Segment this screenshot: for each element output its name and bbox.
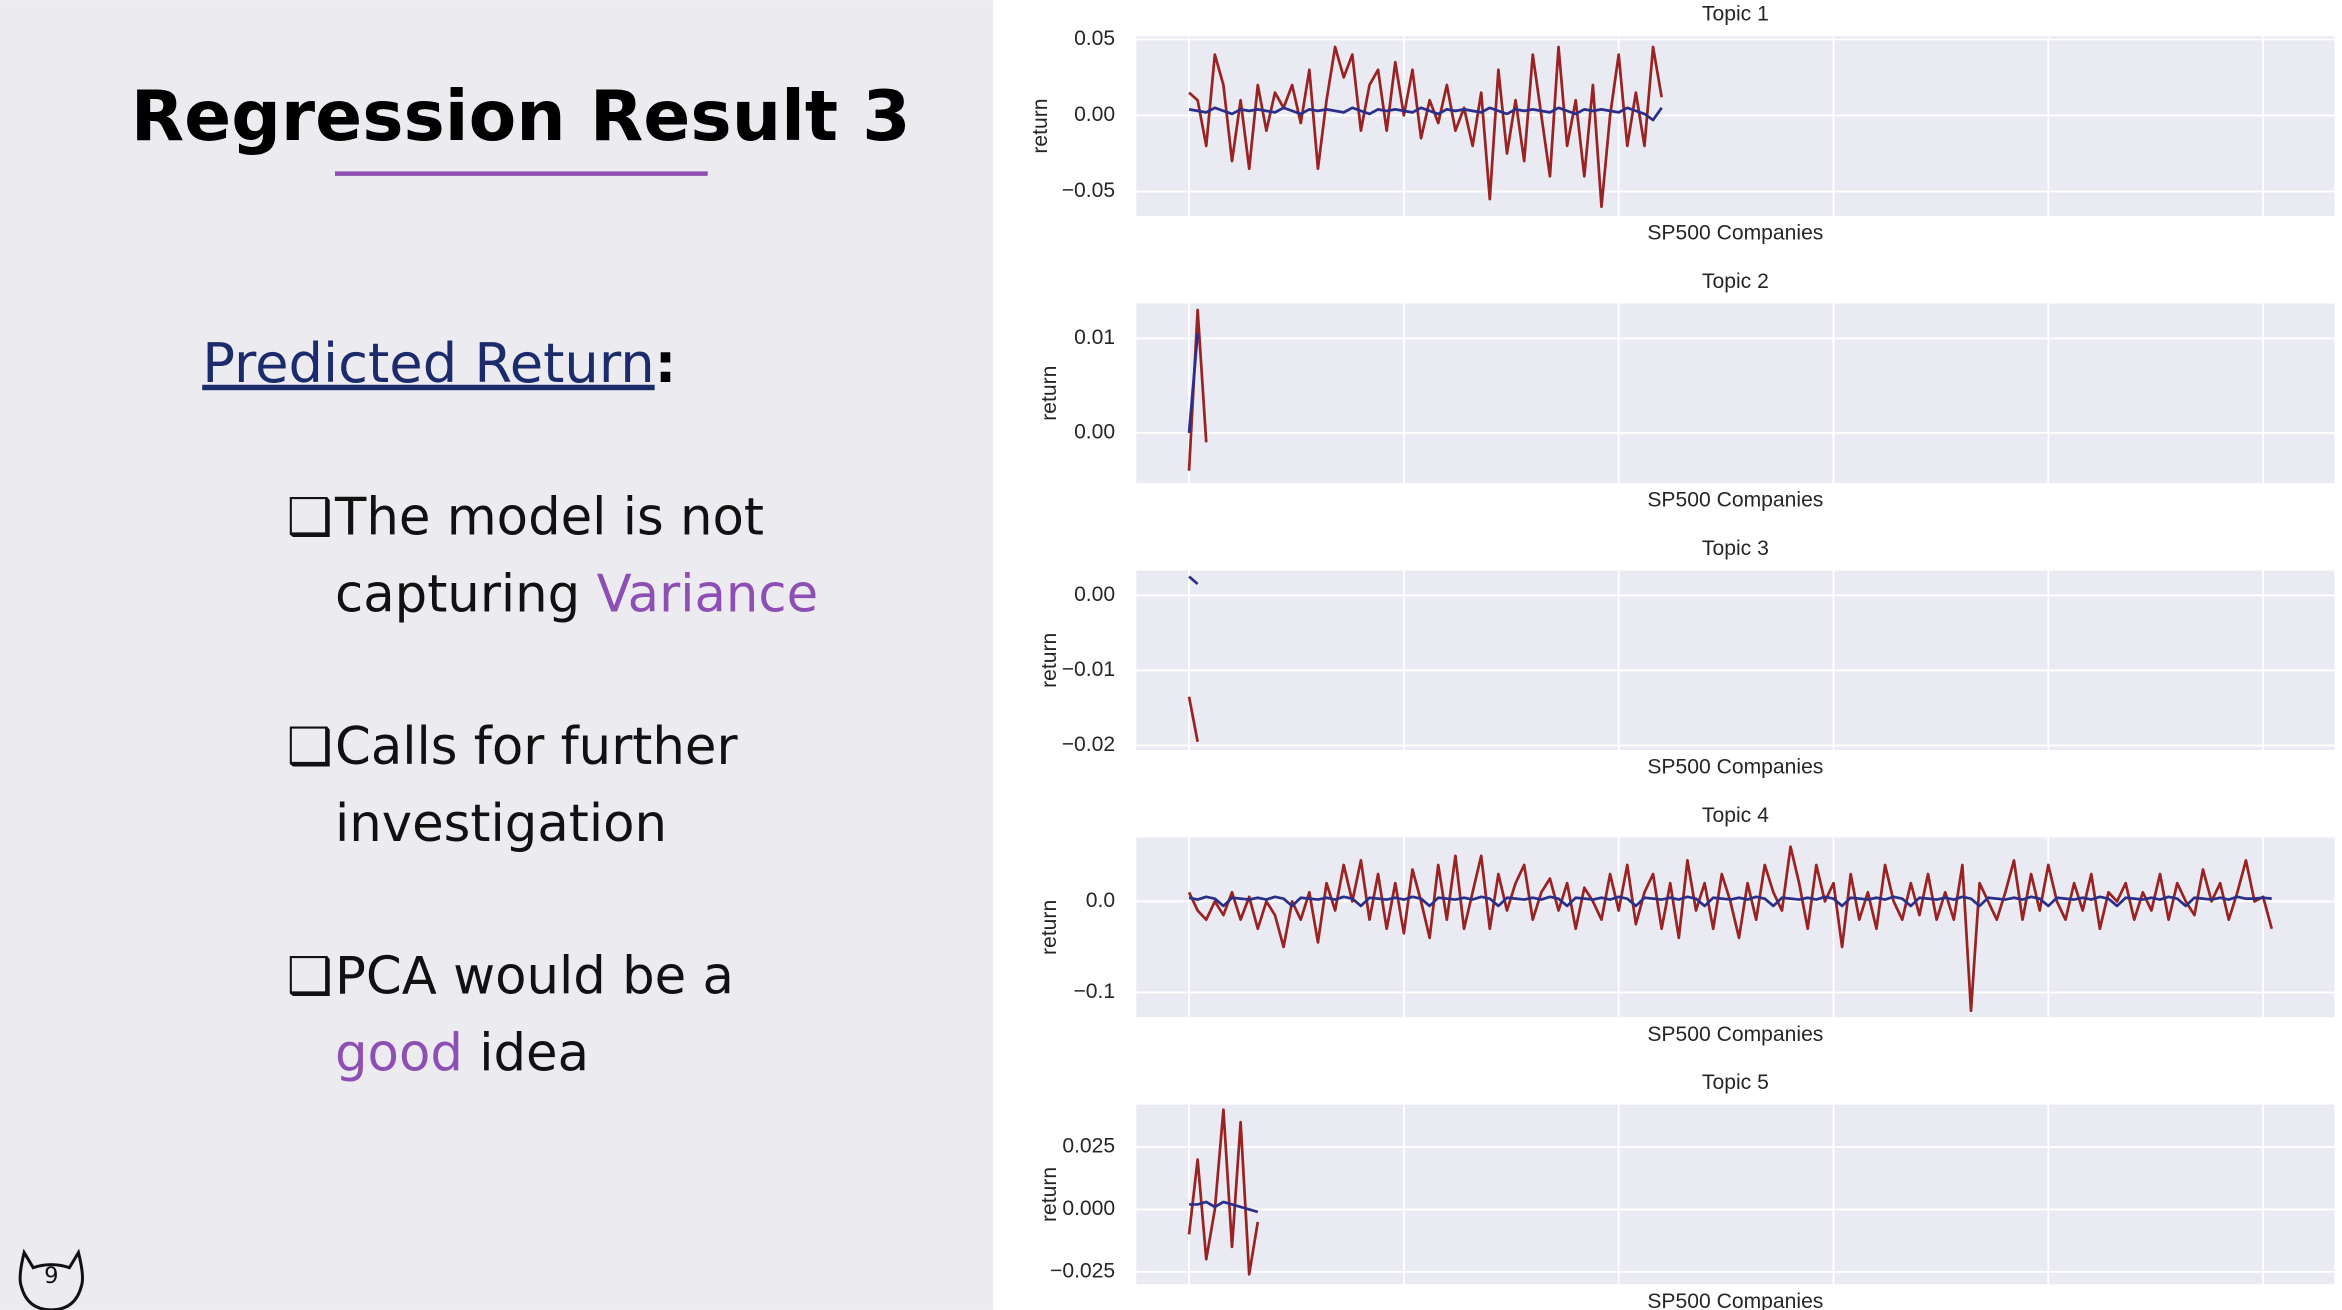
y-tick-label: 0.00 <box>1074 103 1115 126</box>
y-tick-label: −0.02 <box>1062 733 1115 756</box>
data-line <box>1188 45 1663 209</box>
heading-text: Predicted Return <box>202 332 654 395</box>
heading-colon: : <box>655 332 677 395</box>
y-axis-label: return <box>1038 633 1061 688</box>
slide-title: Regression Result 3 <box>131 77 911 157</box>
data-line <box>1189 1200 1259 1214</box>
plot-area <box>1136 570 2335 751</box>
bullet-text: Calls for further <box>335 717 738 777</box>
data-line <box>1187 333 1200 434</box>
bullet-line: investigation <box>335 794 667 854</box>
data-line <box>1187 308 1208 471</box>
y-tick-label: −0.1 <box>1073 980 1115 1003</box>
y-tick-label: 0.025 <box>1062 1135 1115 1158</box>
bullet-marker: ❑ <box>287 717 333 777</box>
y-tick-label: 0.00 <box>1074 420 1115 443</box>
bullet-line: good idea <box>335 1023 589 1083</box>
data-line <box>1188 575 1199 586</box>
x-axis-label: SP500 Companies <box>1647 1290 1823 1310</box>
bullet-marker: ❑ <box>287 488 333 548</box>
plot-area <box>1136 1104 2335 1285</box>
bullet-line: Calls for further <box>335 717 738 777</box>
data-line <box>1187 696 1199 743</box>
chart-title: Topic 2 <box>1702 270 1769 293</box>
bullet-line: PCA would be a <box>335 946 734 1006</box>
left-panel <box>0 0 993 1310</box>
chart-title: Topic 3 <box>1702 537 1769 560</box>
x-axis-label: SP500 Companies <box>1647 1023 1823 1046</box>
charts: Topic 1 SP500 Companies return 0.05 0.00 −0.0… <box>1029 3 2335 1310</box>
bullet-marker: ❑ <box>287 946 333 1006</box>
data-line <box>1188 106 1663 122</box>
y-tick-label: 0.0 <box>1086 889 1115 912</box>
page-number: 9 <box>44 1263 58 1289</box>
bullet-text: capturing <box>335 565 580 625</box>
chart-title: Topic 4 <box>1702 804 1769 827</box>
plot-area <box>1136 303 2335 483</box>
bullet-text: good <box>335 1023 463 1083</box>
chart-title: Topic 5 <box>1702 1071 1769 1094</box>
y-tick-label: 0.01 <box>1074 326 1115 349</box>
data-line <box>1187 845 2274 1013</box>
y-axis-label: return <box>1029 99 1052 154</box>
bullet-text: Variance <box>597 565 819 625</box>
data-line <box>1187 1108 1260 1276</box>
chart-title: Topic 1 <box>1702 3 1769 26</box>
bullet-line: capturing Variance <box>335 565 818 625</box>
y-axis-label: return <box>1038 900 1061 955</box>
y-tick-label: 0.00 <box>1074 583 1115 606</box>
bullet-text: The model is not <box>334 488 764 548</box>
y-tick-label: 0.05 <box>1074 27 1115 50</box>
page-icon <box>18 1248 84 1310</box>
x-axis-label: SP500 Companies <box>1647 222 1823 245</box>
bullet-text: investigation <box>335 794 667 854</box>
y-tick-label: −0.025 <box>1050 1259 1115 1282</box>
y-tick-label: −0.05 <box>1062 179 1115 202</box>
y-axis-label: return <box>1038 366 1061 421</box>
y-axis-label: return <box>1038 1167 1061 1222</box>
bullet-text: PCA would be a <box>335 946 734 1006</box>
y-tick-label: 0.000 <box>1062 1197 1115 1220</box>
bullet-line: The model is not <box>334 488 764 548</box>
bullet-text: idea <box>479 1023 589 1083</box>
data-line <box>1188 895 2272 908</box>
x-axis-label: SP500 Companies <box>1647 756 1823 779</box>
x-axis-label: SP500 Companies <box>1647 489 1823 512</box>
plot-area <box>1136 36 2335 216</box>
heading: Predicted Return: <box>202 332 676 395</box>
y-tick-label: −0.01 <box>1062 658 1115 681</box>
